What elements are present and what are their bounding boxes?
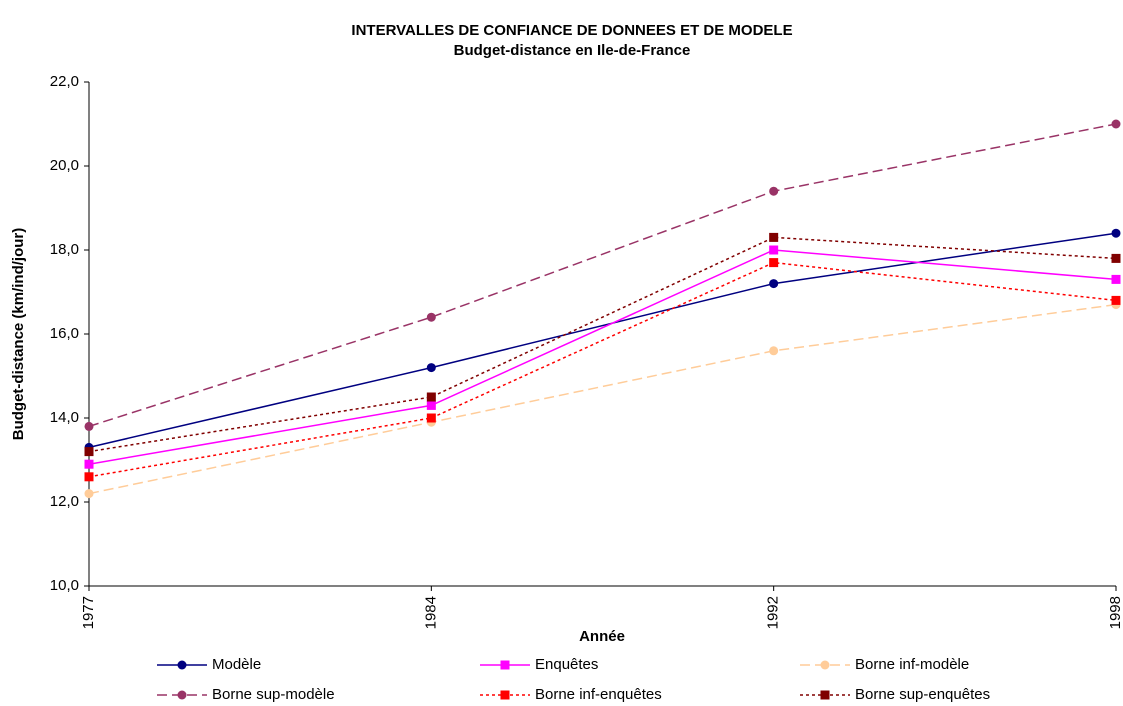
x-tick-label: 1977	[80, 596, 97, 629]
y-tick-label: 16,0	[50, 325, 79, 342]
point	[84, 472, 94, 482]
point	[84, 489, 94, 499]
point	[1111, 119, 1121, 129]
series-line	[88, 261, 1117, 478]
legend-marker	[177, 690, 187, 700]
point	[426, 363, 436, 373]
legend-marker	[820, 660, 830, 670]
y-tick-label: 10,0	[50, 577, 79, 594]
series-line	[88, 236, 1117, 453]
point	[1111, 228, 1121, 238]
legend-label: Borne sup-enquêtes	[855, 686, 990, 703]
chart-subtitle: Budget-distance en Ile-de-France	[454, 42, 691, 59]
point	[769, 232, 779, 242]
point	[84, 459, 94, 469]
legend-marker	[500, 690, 510, 700]
legend-marker	[820, 690, 830, 700]
legend-label: Borne inf-modèle	[855, 656, 969, 673]
point	[84, 447, 94, 457]
legend-marker	[500, 660, 510, 670]
point	[1111, 253, 1121, 263]
legend-marker	[177, 660, 187, 670]
point	[84, 421, 94, 431]
x-axis-title: Année	[579, 628, 625, 645]
series-line	[88, 232, 1117, 449]
chart-title: INTERVALLES DE CONFIANCE DE DONNEES ET D…	[351, 22, 792, 39]
point	[426, 400, 436, 410]
series-line	[88, 303, 1117, 495]
y-tick-label: 22,0	[50, 73, 79, 90]
series-line	[88, 123, 1117, 428]
point	[426, 413, 436, 423]
point	[426, 312, 436, 322]
legend-label: Borne sup-modèle	[212, 686, 335, 703]
y-tick-label: 12,0	[50, 493, 79, 510]
x-tick-label: 1998	[1107, 596, 1123, 629]
legend-label: Enquêtes	[535, 656, 598, 673]
x-tick-label: 1984	[422, 596, 439, 629]
series-line	[88, 249, 1117, 465]
y-tick-label: 18,0	[50, 241, 79, 258]
legend-label: Modèle	[212, 656, 261, 673]
point	[1111, 274, 1121, 284]
y-tick-label: 20,0	[50, 157, 79, 174]
legend-label: Borne inf-enquêtes	[535, 686, 662, 703]
y-axis-title: Budget-distance (km/ind/jour)	[10, 228, 27, 441]
point	[769, 245, 779, 255]
y-tick-label: 14,0	[50, 409, 79, 426]
point	[1111, 295, 1121, 305]
point	[769, 258, 779, 268]
point	[769, 186, 779, 196]
point	[769, 346, 779, 356]
x-tick-label: 1992	[765, 596, 782, 629]
point	[769, 279, 779, 289]
point	[426, 392, 436, 402]
